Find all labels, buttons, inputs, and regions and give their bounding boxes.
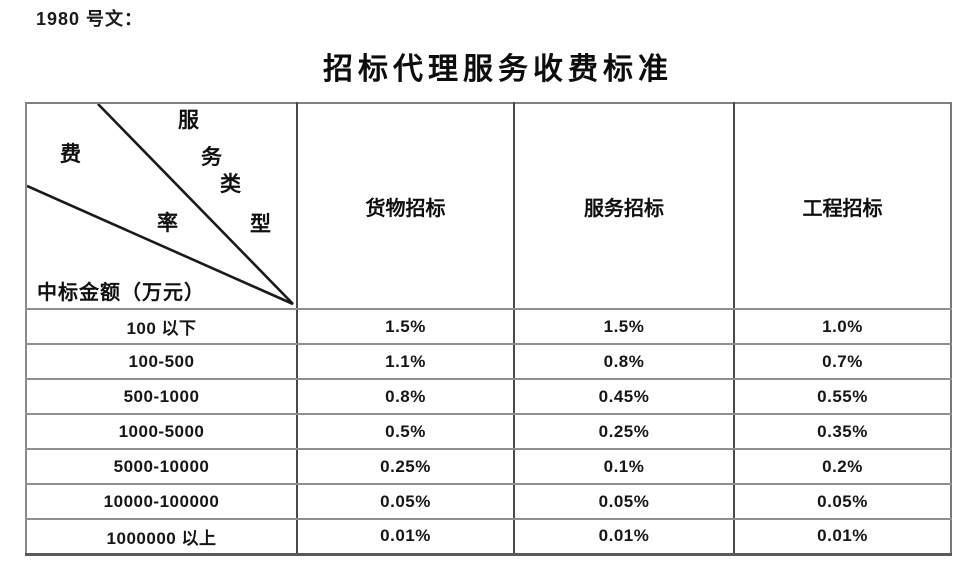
corner-label-rate-char: 费 (60, 142, 81, 166)
rate-cell: 1.5% (513, 308, 735, 345)
row-label: 100 以下 (25, 308, 298, 345)
table-row: 1000-5000 0.5% 0.25% 0.35% (25, 413, 952, 450)
diagonal-split-lines-icon (27, 104, 294, 306)
rate-cell: 0.01% (296, 518, 515, 556)
corner-label-bid-amount: 中标金额（万元） (37, 282, 205, 304)
table-row: 100 以下 1.5% 1.5% 1.0% (25, 308, 952, 345)
rate-cell: 0.7% (733, 343, 952, 380)
rate-cell: 1.5% (296, 308, 515, 345)
rate-cell: 0.01% (513, 518, 735, 556)
row-label: 100-500 (25, 343, 298, 380)
fee-table-container: 服 务 类 型 费 率 中标金额（万元） 货物招标 服务招标 工程招标 100 … (25, 102, 952, 556)
corner-label-service-type-char: 型 (250, 212, 271, 236)
rate-cell: 0.5% (296, 413, 515, 450)
table-row: 10000-100000 0.05% 0.05% 0.05% (25, 483, 952, 520)
table-header-row: 服 务 类 型 费 率 中标金额（万元） 货物招标 服务招标 工程招标 (25, 102, 952, 310)
rate-cell: 0.35% (733, 413, 952, 450)
rate-cell: 0.25% (296, 448, 515, 485)
rate-cell: 0.55% (733, 378, 952, 415)
column-header-service-bidding: 服务招标 (513, 102, 735, 310)
rate-cell: 0.05% (513, 483, 735, 520)
rate-cell: 1.0% (733, 308, 952, 345)
fee-table: 服 务 类 型 费 率 中标金额（万元） 货物招标 服务招标 工程招标 100 … (25, 102, 952, 556)
rate-cell: 0.45% (513, 378, 735, 415)
rate-cell: 0.25% (513, 413, 735, 450)
row-label: 500-1000 (25, 378, 298, 415)
row-label: 1000-5000 (25, 413, 298, 450)
rate-cell: 0.01% (733, 518, 952, 556)
row-label: 1000000 以上 (25, 518, 298, 556)
column-header-works-bidding: 工程招标 (733, 102, 952, 310)
corner-label-service-type-char: 务 (201, 145, 222, 169)
rate-cell: 0.8% (296, 378, 515, 415)
corner-label-service-type-char: 类 (220, 172, 241, 196)
rate-cell: 1.1% (296, 343, 515, 380)
rate-cell: 0.1% (513, 448, 735, 485)
rate-cell: 0.05% (296, 483, 515, 520)
table-row: 500-1000 0.8% 0.45% 0.55% (25, 378, 952, 415)
corner-label-rate-char: 率 (157, 211, 178, 235)
column-header-goods-bidding: 货物招标 (296, 102, 515, 310)
table-row: 100-500 1.1% 0.8% 0.7% (25, 343, 952, 380)
document-reference-number: 1980 号文： (36, 9, 144, 29)
corner-label-service-type-char: 服 (178, 108, 199, 132)
rate-cell: 0.05% (733, 483, 952, 520)
row-label: 5000-10000 (25, 448, 298, 485)
row-label: 10000-100000 (25, 483, 298, 520)
table-row: 5000-10000 0.25% 0.1% 0.2% (25, 448, 952, 485)
diagonal-header-cell: 服 务 类 型 费 率 中标金额（万元） (25, 102, 298, 310)
page-title: 招标代理服务收费标准 (323, 53, 673, 86)
table-row: 1000000 以上 0.01% 0.01% 0.01% (25, 518, 952, 556)
rate-cell: 0.2% (733, 448, 952, 485)
rate-cell: 0.8% (513, 343, 735, 380)
